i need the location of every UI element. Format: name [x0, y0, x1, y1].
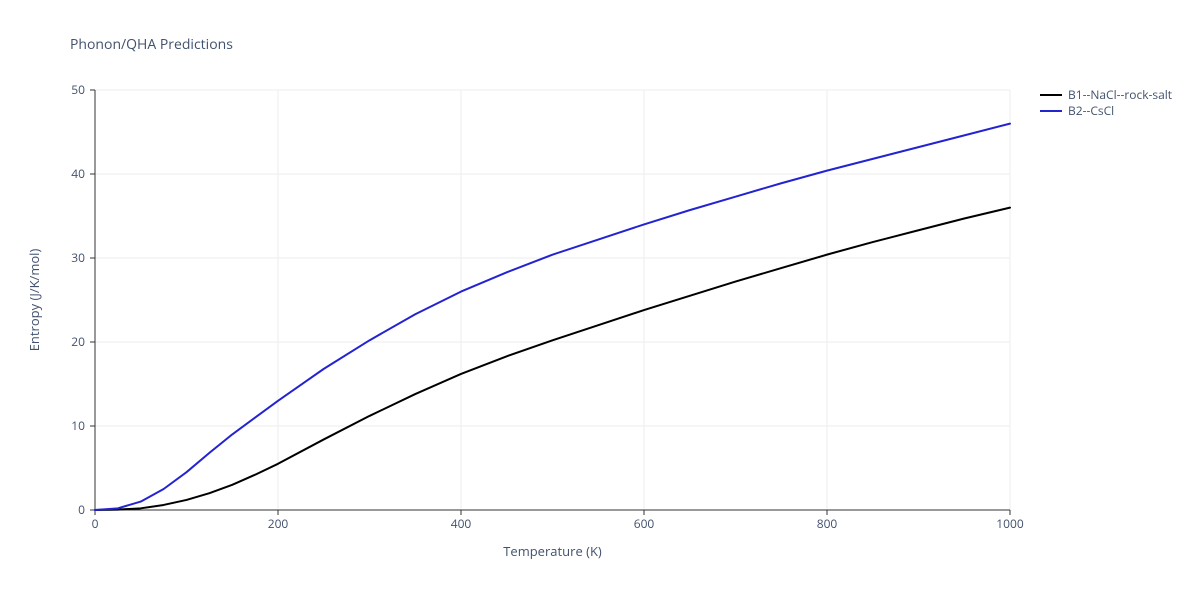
tick-labels: 0 200 400 600 800 1000 0 10 20 30 40 50 [71, 81, 1024, 532]
x-tick-label: 800 [817, 515, 838, 532]
y-tick-label: 10 [71, 417, 85, 434]
data-series [95, 124, 1010, 510]
entropy-line-chart: 0 200 400 600 800 1000 0 10 20 30 40 50 B1--NaCl--r… [0, 0, 1200, 600]
legend-label-0: B1--NaCl--rock-salt [1068, 86, 1172, 103]
y-tick-label: 20 [71, 333, 85, 350]
legend: B1--NaCl--rock-saltB2--CsCl [1040, 86, 1172, 119]
chart-title: Phonon/QHA Predictions [70, 35, 233, 54]
x-tick-label: 400 [451, 515, 472, 532]
y-tick-label: 40 [71, 165, 85, 182]
x-tick-label: 600 [634, 515, 655, 532]
x-tick-label: 1000 [996, 515, 1024, 532]
x-axis-label: Temperature (K) [503, 542, 602, 560]
y-axis-label: Entropy (J/K/mol) [25, 249, 43, 352]
y-tick-label: 50 [71, 81, 85, 98]
gridlines [95, 90, 1010, 510]
series-line-0 [95, 208, 1010, 510]
series-line-1 [95, 124, 1010, 510]
axes [90, 90, 1010, 515]
legend-label-1: B2--CsCl [1068, 102, 1114, 119]
y-tick-label: 0 [78, 501, 85, 518]
y-tick-label: 30 [71, 249, 85, 266]
x-tick-label: 200 [268, 515, 289, 532]
x-tick-label: 0 [92, 515, 99, 532]
